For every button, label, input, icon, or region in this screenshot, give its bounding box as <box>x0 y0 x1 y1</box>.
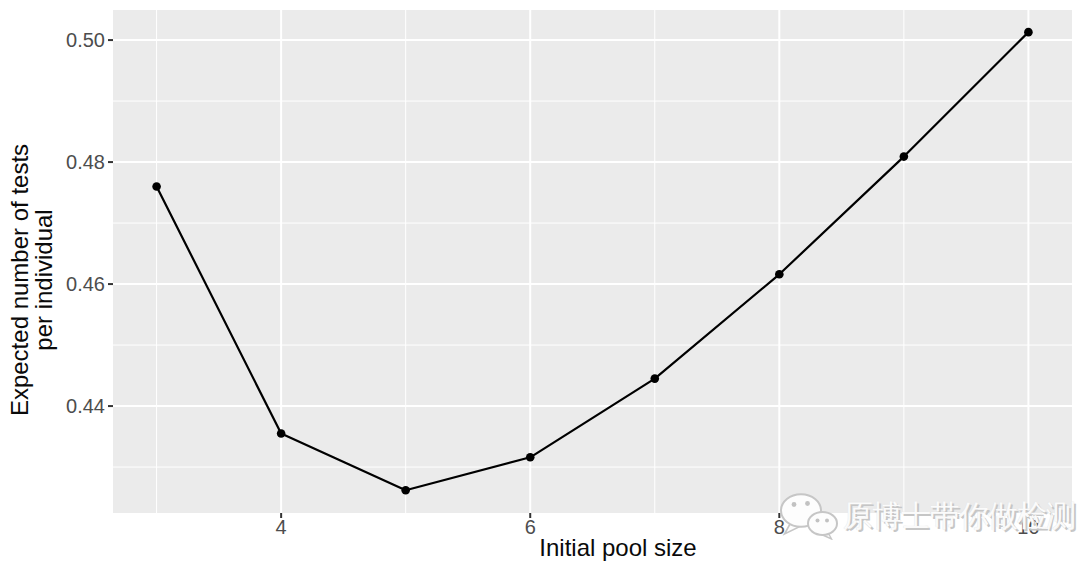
x-axis-title: Initial pool size <box>468 536 768 560</box>
y-tick-label: 0.48 <box>30 150 105 174</box>
line-chart <box>0 0 1080 568</box>
watermark-text: 原博士带你做检测 <box>843 496 1075 537</box>
data-point <box>277 429 286 438</box>
data-point <box>1024 28 1033 37</box>
data-point <box>526 453 535 462</box>
x-tick-label: 4 <box>276 515 287 539</box>
data-point <box>401 486 410 495</box>
plot-panel <box>113 10 1072 513</box>
data-point <box>900 152 909 161</box>
y-tick-label: 0.46 <box>30 272 105 296</box>
y-tick-label: 0.50 <box>30 28 105 52</box>
x-tick-label: 6 <box>525 515 536 539</box>
wechat-icon <box>778 492 840 540</box>
data-point <box>152 182 161 191</box>
data-point <box>650 374 659 383</box>
data-point <box>775 270 784 279</box>
y-tick-label: 0.44 <box>30 394 105 418</box>
chart-canvas: Expected number of tests per individual … <box>0 0 1080 568</box>
watermark: 原博士带你做检测 <box>778 492 1075 540</box>
